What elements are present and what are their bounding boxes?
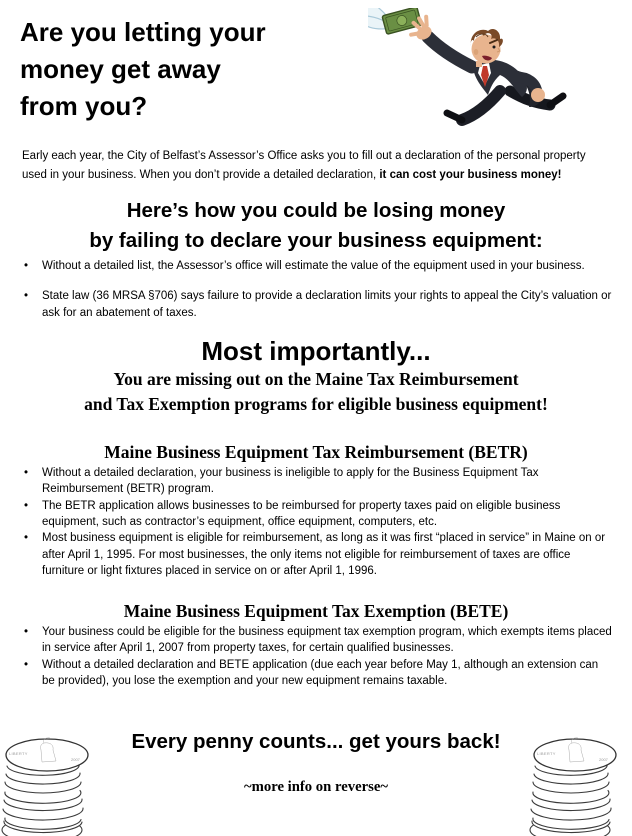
svg-text:2007: 2007 bbox=[599, 757, 609, 762]
svg-text:2007: 2007 bbox=[71, 757, 81, 762]
